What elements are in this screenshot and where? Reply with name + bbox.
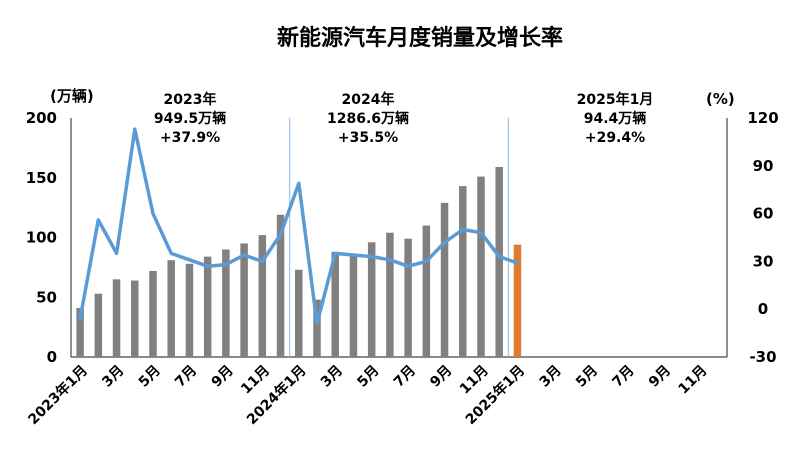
x-tick-label: 9月 — [427, 363, 455, 391]
growth-point-0 — [78, 317, 82, 321]
right-tick-label: 60 — [753, 205, 774, 223]
x-tick-label: 7月 — [609, 363, 637, 391]
bar-8 — [222, 249, 230, 357]
bar-6 — [185, 263, 194, 357]
annotation-line: +37.9% — [160, 130, 220, 146]
growth-point-5 — [169, 251, 173, 255]
growth-point-12 — [297, 181, 301, 185]
annotations: 2023年 949.5万辆 +37.9% 2024年 1286.6万辆 +35.5% 202… — [154, 91, 654, 146]
annotation-line: +35.5% — [338, 130, 398, 146]
axes — [70, 118, 728, 358]
growth-point-21 — [461, 228, 465, 232]
annotation-line: 2024年 — [342, 91, 395, 108]
bar-9 — [240, 243, 248, 357]
left-tick-label: 100 — [26, 229, 57, 247]
x-tick-label: 9月 — [646, 363, 674, 391]
bar-11 — [276, 214, 285, 357]
growth-point-23 — [497, 255, 501, 259]
sales-bars — [76, 166, 522, 357]
bar-10 — [258, 235, 267, 357]
growth-point-19 — [424, 259, 428, 263]
growth-point-6 — [187, 258, 191, 262]
growth-point-18 — [406, 264, 410, 268]
x-tick-label: 9月 — [209, 363, 237, 391]
growth-point-14 — [333, 251, 337, 255]
bar-18 — [404, 238, 412, 357]
growth-point-16 — [370, 255, 374, 259]
bar-22 — [477, 176, 485, 357]
growth-point-4 — [151, 212, 155, 216]
chart-title: 新能源汽车月度销量及增长率 — [277, 25, 563, 51]
bar-5 — [167, 260, 175, 357]
left-axis-ticks: 0 50 100 150 200 — [26, 109, 57, 366]
x-tick-label: 3月 — [318, 363, 346, 391]
x-tick-label: 3月 — [99, 363, 127, 391]
bar-13 — [313, 299, 321, 357]
left-tick-label: 0 — [47, 348, 57, 366]
bar-17 — [386, 232, 394, 357]
bar-12 — [295, 269, 303, 357]
annotation-line: +29.4% — [585, 130, 645, 146]
x-tick-label: 3月 — [537, 363, 565, 391]
bar-4 — [149, 270, 157, 357]
bar-2 — [112, 279, 121, 357]
growth-point-10 — [260, 259, 264, 263]
left-axis-unit: (万辆) — [50, 87, 94, 105]
x-tick-label: 5月 — [136, 363, 164, 391]
bar-14 — [331, 251, 339, 357]
growth-point-15 — [351, 253, 355, 257]
x-tick-label: 7月 — [391, 363, 419, 391]
annotation-line: 2023年 — [164, 91, 217, 108]
right-tick-label: 0 — [758, 300, 768, 318]
annotation-line: 94.4万辆 — [584, 110, 647, 127]
growth-line — [78, 127, 520, 326]
bar-7 — [203, 256, 212, 357]
right-axis-ticks: -30 0 30 60 90 120 — [747, 109, 778, 366]
growth-point-11 — [279, 232, 283, 236]
growth-point-20 — [443, 240, 447, 244]
year-dividers — [289, 118, 509, 357]
bar-24 — [513, 244, 522, 357]
x-tick-label: 2023年1月 — [25, 362, 91, 428]
left-tick-label: 150 — [26, 169, 57, 187]
bar-3 — [131, 280, 139, 357]
growth-point-17 — [388, 258, 392, 262]
growth-point-2 — [115, 251, 119, 255]
right-tick-label: -30 — [749, 348, 776, 366]
left-tick-label: 200 — [26, 109, 57, 127]
growth-point-24 — [515, 261, 519, 265]
bar-15 — [349, 255, 358, 357]
annotation-line: 949.5万辆 — [154, 110, 226, 127]
growth-point-3 — [133, 127, 137, 131]
annotation-line: 2025年1月 — [577, 91, 654, 108]
bar-1 — [94, 293, 103, 357]
x-tick-label: 5月 — [354, 363, 382, 391]
growth-point-8 — [224, 263, 228, 267]
growth-point-22 — [479, 231, 483, 235]
bar-0 — [76, 308, 84, 357]
right-tick-label: 120 — [747, 109, 778, 127]
x-tick-label: 11月 — [676, 363, 711, 398]
growth-point-1 — [96, 218, 100, 222]
growth-point-7 — [206, 264, 210, 268]
bar-21 — [459, 186, 467, 357]
right-tick-label: 90 — [753, 157, 774, 175]
x-tick-label: 5月 — [573, 363, 601, 391]
right-axis-unit: (%) — [706, 90, 735, 108]
bar-23 — [495, 166, 503, 357]
bar-19 — [422, 225, 431, 357]
annotation-line: 1286.6万辆 — [327, 110, 409, 127]
bar-16 — [367, 242, 376, 357]
x-tick-label: 7月 — [172, 363, 200, 391]
right-tick-label: 30 — [753, 252, 774, 270]
growth-point-9 — [242, 253, 246, 257]
bar-20 — [440, 202, 449, 357]
left-tick-label: 50 — [36, 288, 57, 306]
growth-point-13 — [315, 322, 319, 326]
